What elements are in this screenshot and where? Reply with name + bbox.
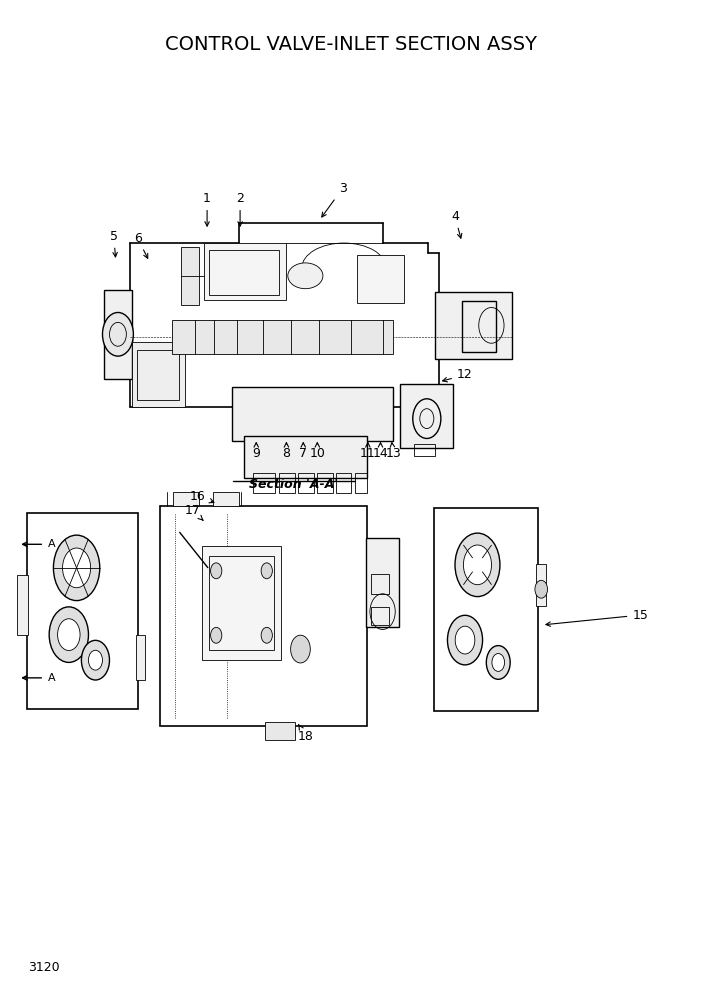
Bar xyxy=(434,508,538,711)
Text: 17: 17 xyxy=(185,504,203,520)
Circle shape xyxy=(102,312,133,356)
Circle shape xyxy=(261,562,272,578)
Bar xyxy=(371,574,389,594)
Text: 14: 14 xyxy=(373,442,388,460)
Text: 10: 10 xyxy=(310,442,325,460)
Bar xyxy=(435,292,512,359)
Bar xyxy=(202,546,281,660)
Text: 5: 5 xyxy=(110,229,118,257)
Text: 12: 12 xyxy=(443,368,472,382)
Circle shape xyxy=(455,533,500,596)
Circle shape xyxy=(88,651,102,671)
Circle shape xyxy=(53,535,100,600)
Bar xyxy=(160,506,367,726)
Bar xyxy=(371,607,389,625)
Text: 6: 6 xyxy=(133,231,147,258)
Bar xyxy=(104,290,132,379)
Bar xyxy=(253,473,275,493)
Bar xyxy=(132,342,185,407)
Circle shape xyxy=(62,548,91,587)
Bar xyxy=(279,473,295,493)
Bar xyxy=(366,538,399,627)
Text: 15: 15 xyxy=(546,608,648,626)
Circle shape xyxy=(49,607,88,663)
Bar xyxy=(209,556,274,650)
Text: 4: 4 xyxy=(451,209,462,238)
Bar xyxy=(17,575,28,635)
Text: 2: 2 xyxy=(236,191,244,226)
Text: 13: 13 xyxy=(385,442,401,460)
Bar xyxy=(172,320,393,354)
Text: 16: 16 xyxy=(190,489,214,503)
Circle shape xyxy=(291,635,310,663)
Circle shape xyxy=(447,615,482,665)
Bar xyxy=(536,563,546,605)
Text: 7: 7 xyxy=(299,442,307,460)
Circle shape xyxy=(492,654,505,672)
Circle shape xyxy=(81,641,110,681)
Text: 3: 3 xyxy=(322,182,347,217)
Circle shape xyxy=(261,627,272,643)
Bar xyxy=(137,350,179,400)
Bar xyxy=(336,473,351,493)
Text: Section 'A-A': Section 'A-A' xyxy=(249,478,338,491)
Bar xyxy=(265,722,295,740)
Bar xyxy=(27,513,138,709)
Bar xyxy=(181,247,199,305)
Text: CONTROL VALVE-INLET SECTION ASSY: CONTROL VALVE-INLET SECTION ASSY xyxy=(165,35,537,54)
Text: A: A xyxy=(48,540,55,550)
Text: A: A xyxy=(48,673,55,682)
Bar xyxy=(173,492,199,506)
Bar xyxy=(317,473,333,493)
Bar xyxy=(355,473,367,493)
Bar xyxy=(298,473,314,493)
Text: 9: 9 xyxy=(252,442,260,460)
Bar xyxy=(204,243,286,300)
Circle shape xyxy=(455,626,475,654)
Bar xyxy=(209,250,279,295)
Bar xyxy=(357,255,404,303)
Bar xyxy=(400,384,453,448)
Circle shape xyxy=(211,627,222,643)
Bar xyxy=(213,492,239,506)
Circle shape xyxy=(486,646,510,680)
Text: 18: 18 xyxy=(298,724,313,743)
Text: 1: 1 xyxy=(203,191,211,226)
Bar xyxy=(136,635,145,680)
Circle shape xyxy=(535,580,548,598)
Circle shape xyxy=(211,562,222,578)
Text: 8: 8 xyxy=(282,442,291,460)
Bar xyxy=(244,436,367,478)
Circle shape xyxy=(463,545,491,584)
Text: 11: 11 xyxy=(360,442,376,460)
Bar xyxy=(232,387,393,441)
Bar xyxy=(414,444,435,456)
Ellipse shape xyxy=(288,263,323,289)
Text: 3120: 3120 xyxy=(28,961,60,974)
Bar xyxy=(462,301,496,352)
Circle shape xyxy=(58,619,80,651)
